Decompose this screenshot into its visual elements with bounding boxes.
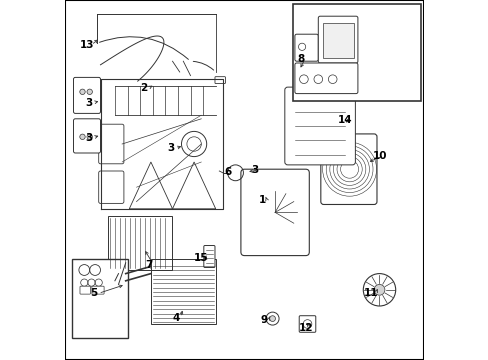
FancyBboxPatch shape bbox=[294, 63, 357, 94]
FancyBboxPatch shape bbox=[99, 124, 123, 164]
FancyBboxPatch shape bbox=[299, 316, 315, 332]
Text: 11: 11 bbox=[363, 288, 378, 298]
Text: 3: 3 bbox=[85, 98, 92, 108]
FancyBboxPatch shape bbox=[99, 171, 123, 203]
Text: 7: 7 bbox=[145, 260, 152, 270]
Ellipse shape bbox=[80, 89, 85, 95]
Text: 15: 15 bbox=[194, 253, 208, 264]
Text: 9: 9 bbox=[260, 315, 267, 325]
Ellipse shape bbox=[87, 89, 92, 95]
FancyBboxPatch shape bbox=[318, 16, 357, 63]
Bar bbox=[292, 4, 420, 101]
Text: 3: 3 bbox=[167, 143, 174, 153]
Text: 5: 5 bbox=[90, 288, 98, 298]
Text: 12: 12 bbox=[298, 323, 312, 333]
Text: 6: 6 bbox=[224, 167, 231, 177]
FancyBboxPatch shape bbox=[215, 77, 225, 84]
FancyBboxPatch shape bbox=[92, 286, 104, 294]
FancyBboxPatch shape bbox=[80, 286, 90, 294]
Bar bbox=[322, 23, 353, 58]
Text: 2: 2 bbox=[140, 83, 147, 93]
FancyBboxPatch shape bbox=[241, 169, 309, 256]
Bar bbox=[107, 216, 172, 270]
FancyBboxPatch shape bbox=[203, 246, 215, 267]
Text: 8: 8 bbox=[296, 54, 304, 64]
Text: 10: 10 bbox=[372, 150, 386, 161]
Circle shape bbox=[373, 284, 384, 295]
Text: 13: 13 bbox=[80, 40, 94, 50]
FancyBboxPatch shape bbox=[294, 34, 318, 61]
FancyBboxPatch shape bbox=[73, 119, 101, 153]
FancyBboxPatch shape bbox=[73, 77, 101, 113]
Text: 1: 1 bbox=[258, 195, 265, 205]
Ellipse shape bbox=[80, 134, 85, 140]
Text: 4: 4 bbox=[172, 312, 180, 323]
Text: 3: 3 bbox=[250, 165, 258, 175]
FancyBboxPatch shape bbox=[284, 87, 355, 165]
Text: 3: 3 bbox=[85, 132, 92, 143]
Text: 14: 14 bbox=[337, 114, 352, 125]
Bar bbox=[151, 259, 215, 324]
Bar bbox=[72, 259, 127, 338]
Ellipse shape bbox=[87, 134, 92, 140]
FancyBboxPatch shape bbox=[320, 134, 376, 204]
Circle shape bbox=[269, 316, 275, 321]
